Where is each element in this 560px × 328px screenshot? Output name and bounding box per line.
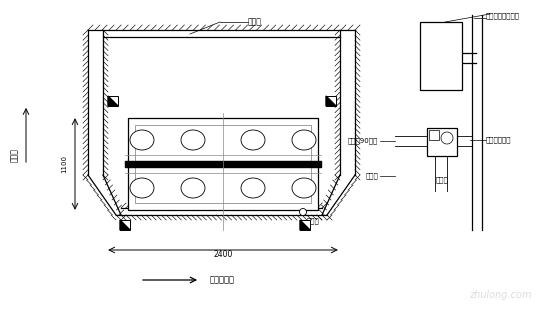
Polygon shape (120, 220, 130, 230)
Text: 井合路: 井合路 (436, 176, 449, 183)
Text: zhulong.com: zhulong.com (469, 290, 531, 300)
Text: 吸泵（90泵）: 吸泵（90泵） (348, 138, 378, 144)
Ellipse shape (292, 130, 316, 150)
Text: 积水坑: 积水坑 (307, 217, 320, 224)
Bar (300, 220, 310, 230)
Text: 1100: 1100 (61, 155, 67, 173)
Text: 2400: 2400 (213, 250, 233, 259)
Ellipse shape (241, 178, 265, 198)
Text: 砂、石、水泥料场: 砂、石、水泥料场 (486, 12, 520, 19)
Polygon shape (108, 96, 118, 106)
Bar (427, 128, 457, 156)
Text: 恩施（南）: 恩施（南） (210, 276, 235, 284)
Text: 模板桩: 模板桩 (248, 17, 262, 27)
Ellipse shape (130, 130, 154, 150)
Polygon shape (326, 96, 336, 106)
Text: 吸管道: 吸管道 (365, 173, 378, 179)
Ellipse shape (181, 130, 205, 150)
Bar (135, 125, 311, 203)
Circle shape (441, 132, 453, 144)
Circle shape (300, 209, 306, 215)
Ellipse shape (181, 178, 205, 198)
Bar (108, 96, 118, 106)
Text: 水流向: 水流向 (10, 148, 18, 162)
Bar (120, 220, 130, 230)
Ellipse shape (241, 130, 265, 150)
Bar (429, 130, 439, 140)
Bar (128, 118, 318, 210)
Bar (420, 22, 462, 90)
Ellipse shape (292, 178, 316, 198)
Ellipse shape (130, 178, 154, 198)
Bar (326, 96, 336, 106)
Polygon shape (300, 220, 310, 230)
Text: 南泵送场使途: 南泵送场使途 (486, 137, 511, 143)
